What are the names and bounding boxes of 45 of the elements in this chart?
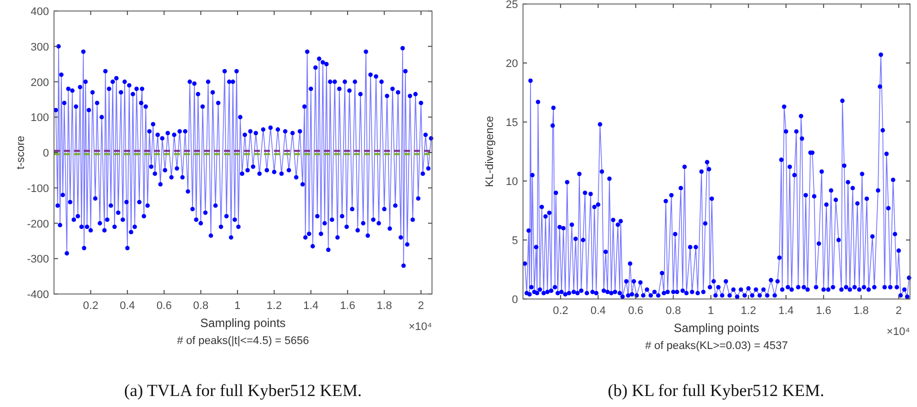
x-axis-title: Sampling points — [200, 316, 286, 330]
text: ×10⁴ — [408, 321, 432, 333]
text: (a) TVLA for full Kyber512 KEM. — [124, 381, 362, 400]
y-tick-label: 0 — [512, 294, 518, 306]
text: # of peaks(|t|<=4.5) = 5656 — [177, 335, 309, 347]
text: ×10⁴ — [886, 326, 910, 338]
x-tick-label: 0.4 — [120, 300, 136, 312]
y-tick-label: 10 — [506, 176, 518, 188]
text: # of peaks(KL>=0.03) = 4537 — [645, 340, 788, 352]
y-tick-label: -300 — [26, 254, 49, 266]
x-tick-label: 0.6 — [628, 305, 644, 317]
y-tick-label: 20 — [506, 58, 518, 70]
x-axis-title: Sampling points — [674, 321, 760, 335]
x-tick-label: 0.8 — [193, 300, 208, 312]
x-tick-label: 1 — [234, 300, 241, 312]
y-tick-label: -400 — [26, 289, 49, 301]
x-tick-label: 2 — [418, 300, 424, 312]
y-axis-title: KL-divergence — [484, 116, 496, 187]
x-tick-label: 1.2 — [266, 300, 282, 312]
y-tick-label: 200 — [30, 76, 49, 89]
x-tick-label: 1.2 — [740, 305, 756, 317]
x-tick-label: 0.2 — [83, 300, 98, 312]
y-tick-label: 0 — [42, 148, 49, 160]
x-tick-label: 1.6 — [816, 305, 832, 317]
x-tick-label: 1.8 — [854, 305, 869, 317]
y-tick-label: -100 — [26, 182, 49, 195]
x-tick-label: 0.2 — [552, 305, 568, 317]
y-tick-label: 100 — [30, 112, 49, 124]
x-tick-label: 1.4 — [778, 305, 794, 317]
x-tick-label: 0.8 — [666, 305, 681, 317]
x-tick-label: 1.4 — [303, 300, 319, 312]
y-tick-label: 5 — [512, 235, 518, 247]
x-tick-label: 1.8 — [376, 300, 392, 312]
y-axis-title: t-score — [15, 136, 27, 170]
x-tick-label: 2 — [896, 305, 902, 317]
y-tick-label: 15 — [506, 117, 518, 129]
x-tick-label: 1 — [708, 305, 714, 317]
y-tick-label: 400 — [30, 6, 49, 18]
x-tick-label: 1.6 — [340, 300, 356, 312]
text: (b) KL for full Kyber512 KEM. — [608, 381, 824, 400]
x-tick-label: 0.4 — [590, 305, 606, 317]
y-tick-label: 300 — [30, 41, 49, 54]
y-tick-label: 25 — [506, 0, 518, 11]
x-tick-label: 0.6 — [156, 300, 172, 312]
y-tick-label: -200 — [26, 218, 49, 230]
